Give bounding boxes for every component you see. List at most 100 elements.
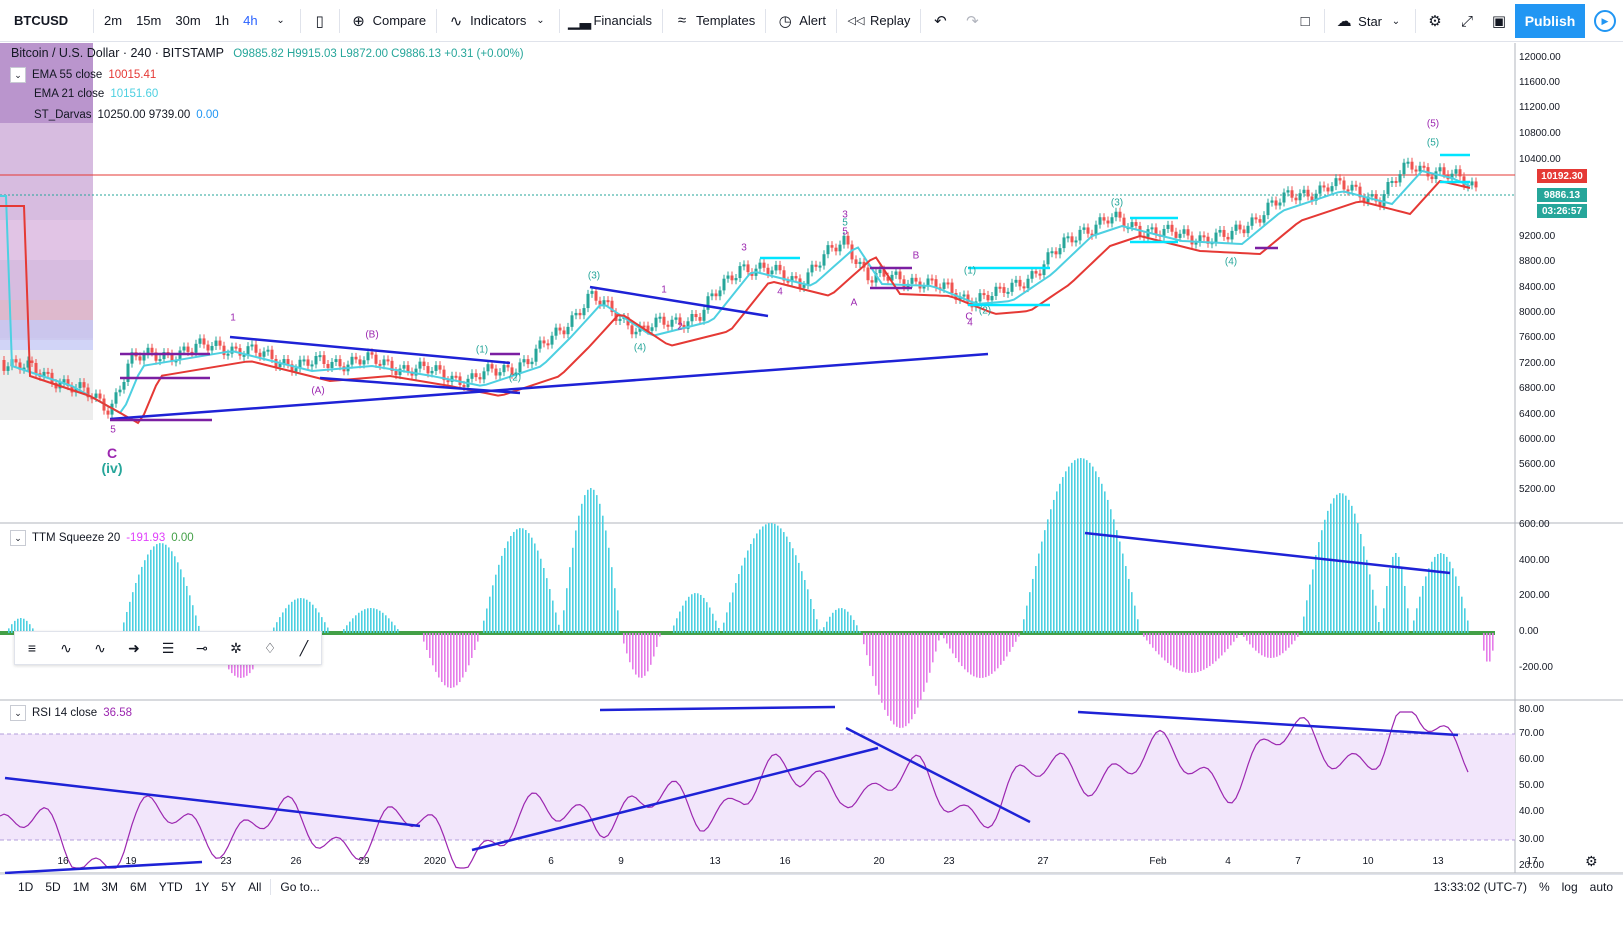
bar-timer-tag: 03:26:57 (1537, 204, 1587, 218)
ema-55-line (0, 179, 1471, 425)
path-icon[interactable]: ➜ (128, 639, 140, 656)
templates-icon: ≈ (677, 12, 687, 29)
wave-label: (4) (633, 342, 647, 354)
layout-button[interactable]: □ (1289, 6, 1321, 36)
price-label: 6400.00 (1519, 409, 1556, 420)
compare-label: Compare (372, 13, 427, 28)
price-label: 8400.00 (1519, 282, 1556, 293)
alarm-clock-icon: ◷ (778, 12, 792, 30)
price-label: 8800.00 (1519, 256, 1556, 267)
wave-label: (3) (587, 270, 601, 282)
wave-label: 2 (677, 321, 683, 333)
divider (920, 8, 922, 33)
gear-icon[interactable]: ⚙ (1585, 853, 1598, 869)
range-5d[interactable]: 5D (45, 879, 61, 894)
indicators-label: Indicators (470, 13, 527, 28)
snapshot-button[interactable]: ▣ (1483, 6, 1515, 36)
symbol-search[interactable]: BTCUSD (14, 13, 69, 28)
financials-label: Financials (593, 13, 652, 28)
redo-icon: ↷ (966, 12, 979, 30)
gann-icon[interactable]: ✲ (230, 639, 242, 656)
time-label: 19 (125, 856, 137, 867)
range-5y[interactable]: 5Y (221, 879, 237, 894)
wave-label: 1 (230, 312, 236, 324)
study-rsi[interactable]: ⌄ RSI 14 close 36.58 (10, 705, 132, 721)
wave-label: (B) (365, 329, 379, 341)
undo-button[interactable]: ↶ (924, 6, 956, 36)
indicators-button[interactable]: ∿ Indicators ⌄ (440, 6, 556, 36)
redo-button[interactable]: ↷ (956, 6, 988, 36)
study-darvas[interactable]: ST_Darvas 10250.00 9739.00 0.00 (34, 109, 219, 121)
interval-dropdown[interactable]: ⌄ (265, 6, 297, 36)
compare-button[interactable]: ⊕ Compare (343, 6, 433, 36)
percent-toggle[interactable]: % (1538, 880, 1550, 894)
replay-button[interactable]: ◁◁ Replay (840, 6, 917, 36)
range-1m[interactable]: 1M (72, 879, 90, 894)
elliott-wave-icon[interactable]: ∿ (94, 639, 106, 656)
trendline-icon[interactable]: ╱ (299, 639, 309, 656)
price-candles (2, 157, 1478, 419)
interval-4h[interactable]: 4h (243, 13, 258, 28)
divider (93, 8, 94, 33)
fullscreen-button[interactable]: ⤢ (1451, 6, 1483, 36)
wave-label: 5 (110, 424, 116, 436)
time-label: 17 (1526, 856, 1538, 867)
study-ttm[interactable]: ⌄ TTM Squeeze 20 -191.93 0.00 (10, 530, 194, 546)
time-label: 27 (1037, 856, 1049, 867)
goto-button[interactable]: Go to... (280, 879, 320, 894)
divider (765, 8, 767, 33)
pattern-icon[interactable]: ♢ (263, 639, 277, 656)
range-all[interactable]: All (248, 879, 262, 894)
interval-15m[interactable]: 15m (136, 13, 162, 28)
range-3m[interactable]: 3M (101, 879, 119, 894)
templates-button[interactable]: ≈ Templates (666, 6, 762, 36)
collapse-ttm-button[interactable]: ⌄ (10, 530, 26, 546)
interval-2m[interactable]: 2m (104, 13, 123, 28)
bar-chart-icon: ▁▃ (567, 12, 591, 30)
financials-button[interactable]: ▁▃ Financials (563, 6, 659, 36)
range-6m[interactable]: 6M (130, 879, 147, 894)
collapse-legend-button[interactable]: ⌄ (10, 67, 26, 83)
study-ema55[interactable]: ⌄ EMA 55 close 10015.41 (10, 67, 156, 83)
collapse-rsi-button[interactable]: ⌄ (10, 705, 26, 721)
divider (835, 8, 837, 33)
toolbar-right: □ ☁ Star ⌄ ⚙ ⤢ ▣ Publish ▶ (1289, 0, 1623, 42)
range-1d[interactable]: 1D (18, 879, 34, 894)
fullscreen-icon: ⤢ (1460, 12, 1473, 30)
ttm-label: 0.00 (1519, 626, 1539, 637)
range-ytd[interactable]: YTD (158, 879, 183, 894)
interval-1h[interactable]: 1h (214, 13, 230, 28)
settings-button[interactable]: ⚙ (1419, 6, 1451, 36)
study-value: 10015.41 (108, 69, 157, 81)
trendlines (4, 285, 1459, 875)
star-button[interactable]: ☁ Star ⌄ (1328, 6, 1412, 36)
log-toggle[interactable]: log (1561, 880, 1578, 894)
horizontal-ray-icon[interactable]: ⊸ (196, 639, 208, 656)
star-label: Star (1358, 13, 1382, 29)
price-label: 6000.00 (1519, 434, 1556, 445)
abc-pattern-icon[interactable]: ∿ (60, 639, 72, 656)
auto-toggle[interactable]: auto (1589, 880, 1613, 894)
price-label: 9200.00 (1519, 231, 1556, 242)
wave-label: A (850, 297, 858, 309)
publish-button[interactable]: Publish (1515, 4, 1585, 38)
study-name: ST_Darvas (34, 109, 92, 121)
camera-icon: ▣ (1491, 13, 1507, 30)
time-label: 23 (943, 856, 955, 867)
study-ema21[interactable]: EMA 21 close 10151.60 (34, 88, 158, 100)
play-button[interactable]: ▶ (1587, 3, 1623, 39)
fib-lines-icon[interactable]: ≡ (27, 640, 37, 656)
clock-time[interactable]: 13:33:02 (UTC-7) (1433, 880, 1527, 894)
last-price-tag: 10192.30 (1537, 169, 1587, 183)
time-label: 23 (220, 856, 232, 867)
range-1y[interactable]: 1Y (194, 879, 210, 894)
chart-type-button[interactable]: ▯ (304, 6, 336, 36)
fib-retracement-icon[interactable]: ☰ (161, 639, 175, 656)
time-label: 9 (618, 856, 624, 867)
alert-button[interactable]: ◷ Alert (769, 6, 833, 36)
rsi-line (0, 711, 1469, 869)
chevron-down-icon: ⌄ (276, 15, 285, 26)
interval-30m[interactable]: 30m (175, 13, 201, 28)
